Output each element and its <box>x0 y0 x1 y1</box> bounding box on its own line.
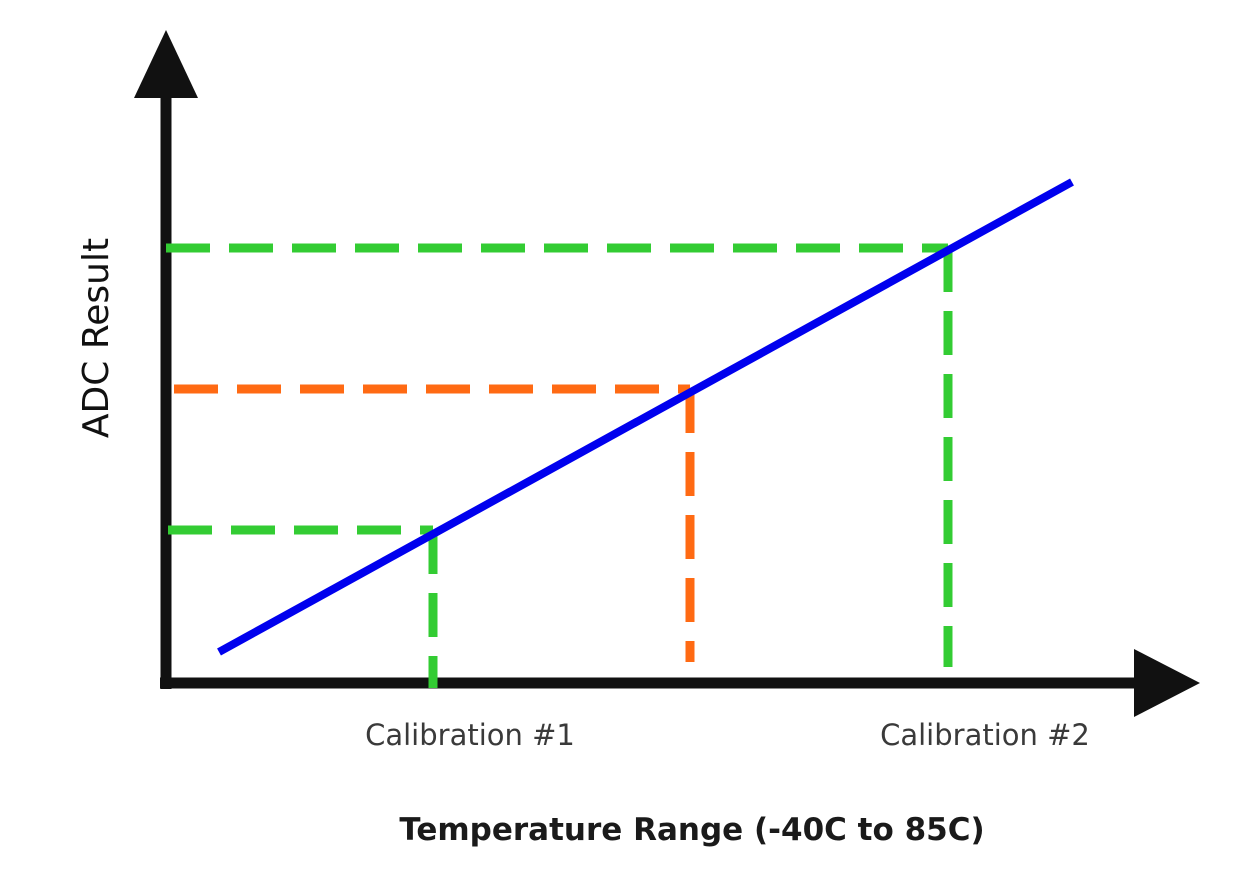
transfer-function-line <box>217 178 1074 656</box>
y-axis-arrowhead <box>134 30 198 98</box>
x-axis-arrowhead <box>1134 649 1200 717</box>
calibration-1-label: Calibration #1 <box>365 718 575 752</box>
x-axis-title: Temperature Range (-40C to 85C) <box>399 812 984 848</box>
y-axis-title: ADC Result <box>76 238 117 438</box>
calibration-2-label: Calibration #2 <box>880 718 1090 752</box>
